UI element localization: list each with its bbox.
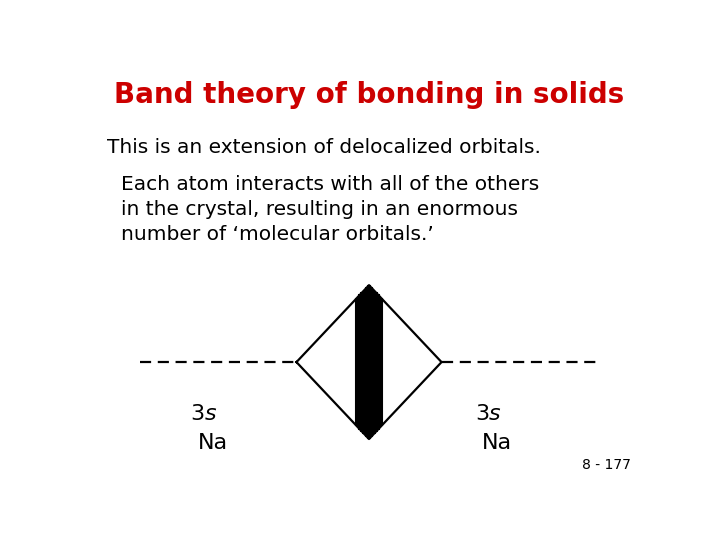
Text: s: s <box>489 404 500 424</box>
Text: This is an extension of delocalized orbitals.: This is an extension of delocalized orbi… <box>107 138 541 157</box>
Text: Band theory of bonding in solids: Band theory of bonding in solids <box>114 82 624 110</box>
Text: Na: Na <box>482 433 513 453</box>
Text: 8 - 177: 8 - 177 <box>582 458 631 472</box>
Text: 3: 3 <box>190 404 204 424</box>
Text: Na: Na <box>198 433 228 453</box>
Text: Each atom interacts with all of the others
in the crystal, resulting in an enorm: Each atom interacts with all of the othe… <box>121 175 539 244</box>
Text: 3: 3 <box>475 404 489 424</box>
Text: s: s <box>204 404 216 424</box>
